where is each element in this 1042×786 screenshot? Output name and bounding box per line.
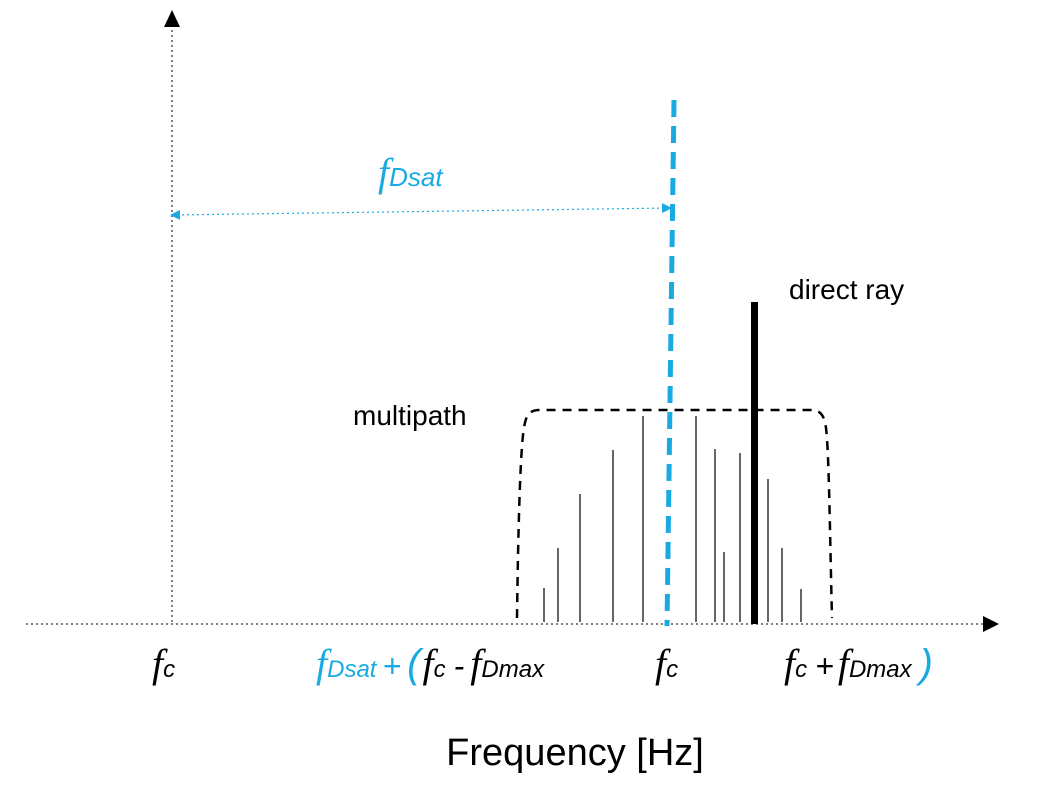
direct-ray-label: direct ray xyxy=(789,274,904,305)
multipath-label: multipath xyxy=(353,400,467,431)
multipath-components xyxy=(543,416,802,622)
y-axis-arrow-icon xyxy=(164,10,180,27)
fdsat-label-sub: Dsat xyxy=(389,162,444,192)
tick-shifted-left: fDsat + (fc - fDmax xyxy=(316,641,545,686)
direct-ray-line xyxy=(751,302,758,624)
fdsat-label: fDsat xyxy=(378,150,444,195)
shifted-carrier-line xyxy=(664,99,677,627)
fdsat-arrow xyxy=(170,203,672,220)
tick-shifted-right: fc + fDmax) xyxy=(784,641,933,686)
x-axis-arrow-icon xyxy=(983,616,999,632)
tick-center-fc: fc xyxy=(655,641,678,686)
tick-left-fc: fc xyxy=(152,641,175,686)
multipath-envelope xyxy=(515,408,834,619)
x-axis-title: Frequency [Hz] xyxy=(446,732,704,774)
